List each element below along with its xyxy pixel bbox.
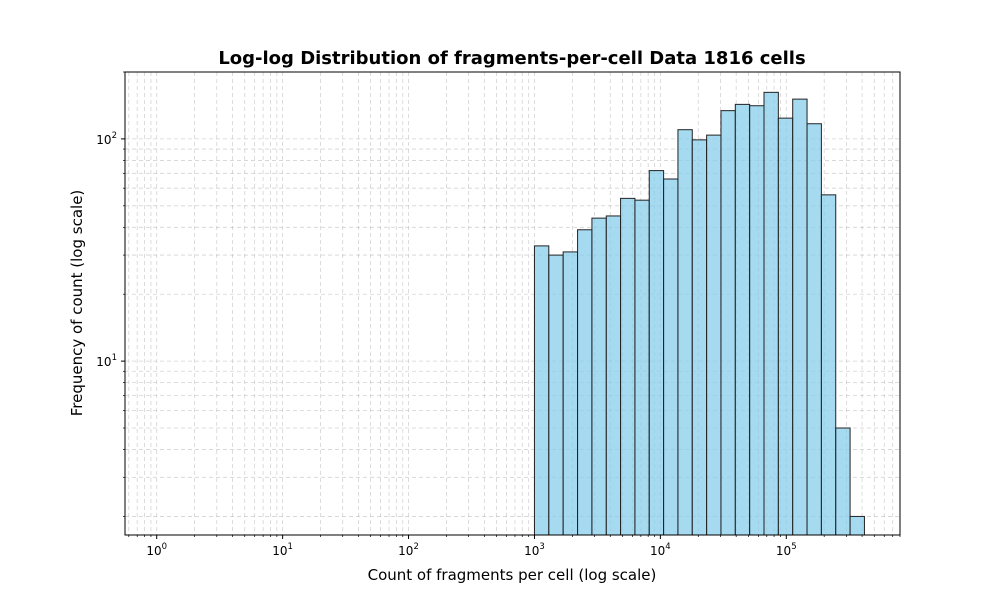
- histogram-bar: [835, 427, 851, 536]
- x-tick-label: 105: [776, 542, 797, 558]
- histogram-bar: [749, 105, 765, 536]
- chart-title: Log-log Distribution of fragments-per-ce…: [218, 48, 805, 69]
- histogram-bar: [577, 229, 593, 536]
- histogram-bar: [763, 91, 779, 536]
- histogram-bar: [734, 103, 751, 536]
- histogram-bar: [548, 254, 564, 536]
- y-axis-label: Frequency of count (log scale): [68, 190, 86, 417]
- histogram-bar: [620, 197, 636, 536]
- axis-ticks: 100 101 102 103 104 105 101 102: [96, 71, 901, 558]
- histogram-bar: [777, 117, 794, 536]
- histogram-bar: [691, 139, 708, 536]
- histogram-bar: [591, 217, 607, 536]
- histogram-bar: [562, 251, 579, 536]
- x-tick-label: 103: [524, 542, 545, 558]
- x-tick-label: 101: [272, 542, 293, 558]
- histogram-bar: [792, 98, 808, 536]
- histogram-bar: [648, 170, 665, 536]
- bars: [533, 91, 865, 536]
- x-tick-label: 102: [398, 542, 419, 558]
- x-tick-label: 100: [146, 542, 167, 558]
- plot-area-frame: [124, 71, 901, 536]
- histogram-bar: [605, 215, 622, 536]
- y-tick-label: 101: [96, 353, 117, 369]
- x-axis-label: Count of fragments per cell (log scale): [368, 566, 657, 584]
- histogram-bar: [806, 123, 822, 536]
- x-tick-label: 104: [650, 542, 671, 558]
- histogram-bar: [677, 129, 693, 536]
- y-tick-label: 102: [96, 131, 117, 147]
- histogram-bar: [533, 245, 550, 536]
- histogram-bar: [663, 178, 679, 536]
- histogram-bar: [849, 515, 865, 536]
- histogram-bar: [820, 194, 837, 536]
- histogram-bar: [634, 199, 650, 536]
- histogram-bar: [720, 110, 736, 536]
- histogram-bar: [706, 134, 722, 536]
